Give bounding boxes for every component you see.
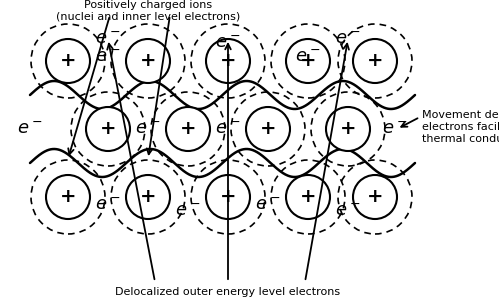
Circle shape	[246, 107, 290, 151]
Circle shape	[86, 107, 130, 151]
Circle shape	[286, 39, 330, 83]
Text: +: +	[60, 52, 76, 70]
Text: $e^-$: $e^-$	[95, 196, 121, 214]
Text: +: +	[367, 52, 383, 70]
Text: +: +	[220, 188, 236, 206]
Text: $e^-$: $e^-$	[215, 34, 241, 52]
Text: +: +	[260, 120, 276, 138]
Text: $e^-$: $e^-$	[215, 120, 241, 138]
Text: Positively charged ions
(nuclei and inner level electrons): Positively charged ions (nuclei and inne…	[56, 0, 240, 22]
Text: +: +	[100, 120, 116, 138]
Text: +: +	[140, 52, 156, 70]
Text: +: +	[367, 188, 383, 206]
Text: Movement delocalized
electrons facilitates
thermal conductivity: Movement delocalized electrons facilitat…	[422, 110, 499, 144]
Circle shape	[46, 39, 90, 83]
Text: $e^-$: $e^-$	[335, 30, 361, 48]
Text: $e^-$: $e^-$	[255, 196, 281, 214]
Text: +: +	[300, 52, 316, 70]
Text: $e^-$: $e^-$	[95, 48, 121, 66]
Circle shape	[166, 107, 210, 151]
Text: $e^-$: $e^-$	[17, 120, 43, 138]
Circle shape	[206, 175, 250, 219]
Text: $e^-$: $e^-$	[382, 120, 408, 138]
Circle shape	[353, 39, 397, 83]
Text: $e^-$: $e^-$	[335, 202, 361, 220]
Text: $e^-$: $e^-$	[95, 30, 121, 48]
Text: +: +	[60, 188, 76, 206]
Text: +: +	[180, 120, 196, 138]
Circle shape	[286, 175, 330, 219]
Text: $e^-$: $e^-$	[135, 120, 161, 138]
Text: +: +	[140, 188, 156, 206]
Circle shape	[126, 175, 170, 219]
Text: Delocalized outer energy level electrons: Delocalized outer energy level electrons	[115, 287, 340, 297]
Text: +: +	[220, 52, 236, 70]
Text: $e^-$: $e^-$	[175, 202, 201, 220]
Circle shape	[326, 107, 370, 151]
Circle shape	[46, 175, 90, 219]
Text: +: +	[340, 120, 356, 138]
Text: +: +	[300, 188, 316, 206]
Text: $e^-$: $e^-$	[295, 48, 321, 66]
Circle shape	[206, 39, 250, 83]
Circle shape	[126, 39, 170, 83]
Circle shape	[353, 175, 397, 219]
